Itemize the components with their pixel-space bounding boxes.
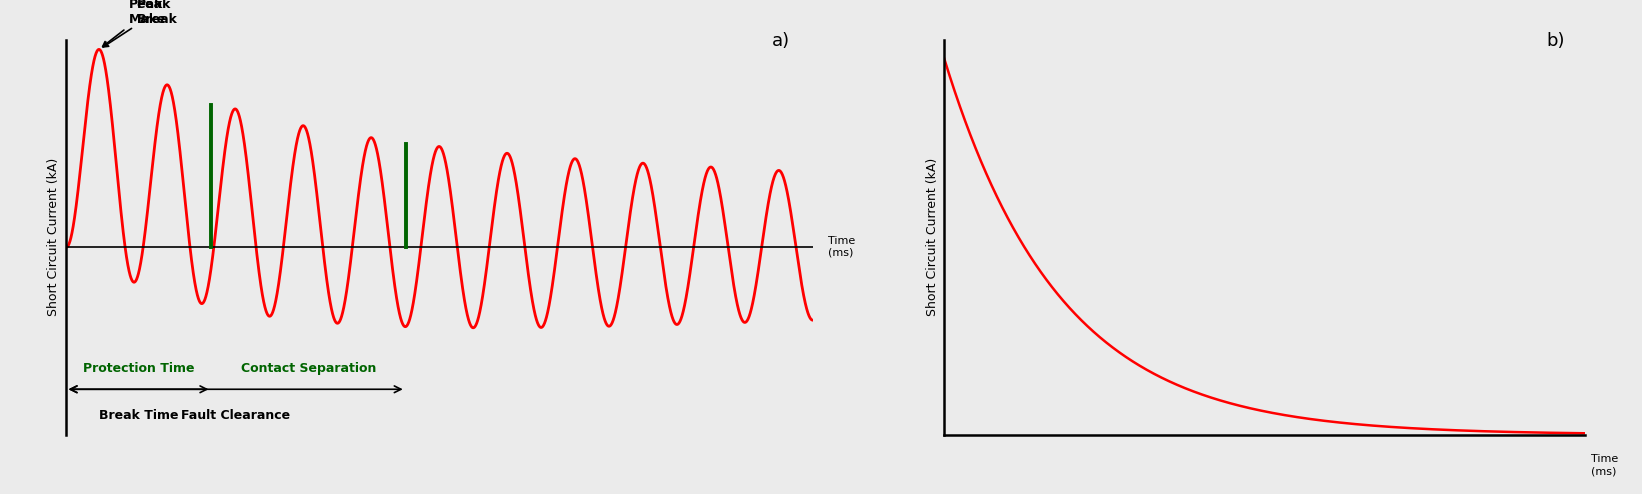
Text: Peak
Break: Peak Break xyxy=(103,0,177,47)
Y-axis label: Short Circuit Current (kA): Short Circuit Current (kA) xyxy=(926,158,939,316)
Text: b): b) xyxy=(1547,32,1565,49)
Text: Break Time: Break Time xyxy=(99,409,179,422)
Y-axis label: Short Circuit Current (kA): Short Circuit Current (kA) xyxy=(48,158,61,316)
Text: Protection Time: Protection Time xyxy=(82,362,194,374)
Text: Time
(ms): Time (ms) xyxy=(828,236,855,258)
Text: a): a) xyxy=(772,32,790,49)
Text: Peak
Make: Peak Make xyxy=(103,0,166,46)
Text: Contact Separation: Contact Separation xyxy=(241,362,376,374)
Text: Fault Clearance: Fault Clearance xyxy=(181,409,291,422)
Text: Time
(ms): Time (ms) xyxy=(1591,454,1617,476)
